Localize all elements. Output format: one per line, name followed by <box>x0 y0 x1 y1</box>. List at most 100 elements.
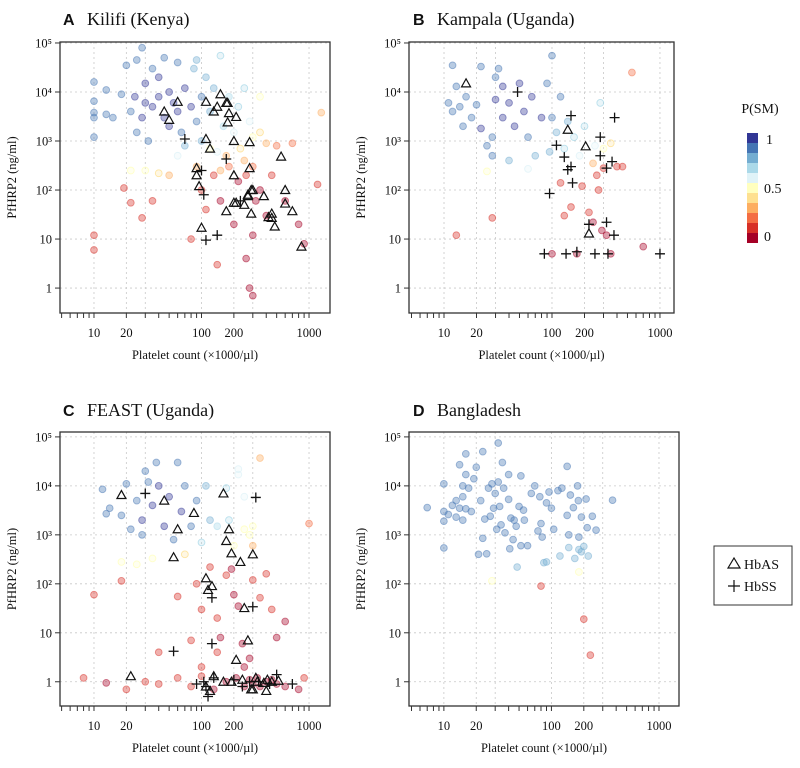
panel-d: D Bangladesh 10 20 100 200 1000 1 10 10² 10³ 10⁴ 10⁵… <box>354 400 680 755</box>
data-point <box>524 133 532 141</box>
x-tick-label: 200 <box>575 326 594 340</box>
hbss-marker <box>654 248 665 259</box>
data-point <box>455 504 464 513</box>
data-point <box>240 84 249 92</box>
data-point <box>589 159 597 168</box>
data-point <box>618 162 627 171</box>
data-point <box>505 99 513 107</box>
data-point <box>165 492 173 501</box>
data-point <box>504 495 513 504</box>
hbas-marker <box>234 556 246 567</box>
data-point <box>177 507 186 516</box>
data-point <box>556 179 565 187</box>
y-tick-label: 1 <box>395 675 401 689</box>
data-point <box>444 510 453 519</box>
data-point <box>197 92 206 101</box>
data-point <box>138 214 146 222</box>
colorbar-swatch <box>747 203 758 213</box>
x-tick-label: 1000 <box>647 326 672 340</box>
data-point <box>563 511 571 520</box>
data-point <box>440 544 448 552</box>
y-tick-label: 10 <box>389 626 402 640</box>
data-point <box>98 485 107 494</box>
data-point <box>462 92 470 101</box>
hbas-marker <box>269 220 281 231</box>
colorbar-swatch <box>747 133 758 143</box>
hbas-marker <box>562 123 574 134</box>
data-point <box>138 516 146 524</box>
data-point <box>213 260 222 269</box>
data-point <box>495 502 504 511</box>
panel-letter: B <box>413 12 425 29</box>
hbss-marker <box>601 217 612 228</box>
triangle-icon <box>726 556 742 569</box>
data-point <box>560 211 569 220</box>
hbas-marker <box>225 547 238 558</box>
data-point <box>234 602 243 610</box>
hbss-marker <box>567 177 578 188</box>
y-tick-label: 10⁴ <box>384 479 401 493</box>
hbas-marker <box>238 602 250 613</box>
data-point <box>448 61 457 70</box>
data-point <box>461 450 470 458</box>
hbas-marker <box>208 105 220 116</box>
y-tick-label: 10² <box>385 577 402 591</box>
hbas-marker <box>222 97 234 107</box>
data-point <box>169 535 178 544</box>
data-point <box>138 530 146 539</box>
data-point <box>132 56 141 64</box>
data-point <box>459 122 467 131</box>
data-point <box>230 541 238 550</box>
hbas-marker <box>168 551 180 562</box>
data-point <box>474 550 483 559</box>
data-point <box>281 617 290 626</box>
data-point <box>578 182 586 191</box>
data-point <box>510 122 519 131</box>
hbas-marker <box>158 105 170 116</box>
data-point <box>483 167 491 176</box>
hbas-marker <box>258 190 270 201</box>
data-point <box>202 205 210 214</box>
hbss-marker <box>203 691 214 702</box>
data-point <box>452 231 461 240</box>
data-point <box>549 525 558 534</box>
hbss-marker <box>559 152 570 163</box>
data-point <box>160 53 169 62</box>
hbas-marker <box>580 140 592 151</box>
plot-frame <box>408 41 675 314</box>
hbss-marker <box>206 638 217 649</box>
data-point <box>494 478 503 486</box>
data-point <box>90 78 98 86</box>
data-point <box>132 496 141 505</box>
data-point <box>160 522 169 531</box>
data-point <box>206 516 214 524</box>
data-point <box>187 235 195 243</box>
data-point <box>216 51 225 60</box>
hbas-marker <box>172 523 184 534</box>
hbas-marker <box>222 116 234 127</box>
hbss-marker <box>237 681 248 692</box>
hbss-marker <box>571 246 582 257</box>
data-point <box>225 162 233 171</box>
data-point <box>564 543 573 552</box>
hbas-marker <box>583 227 595 238</box>
data-point <box>209 84 218 92</box>
x-tick-label: 20 <box>120 326 133 340</box>
data-point <box>248 291 257 300</box>
data-point <box>491 489 500 498</box>
data-point <box>256 454 264 462</box>
hbss-marker <box>583 219 594 230</box>
data-point <box>566 491 575 499</box>
data-point <box>582 495 590 503</box>
data-point <box>606 139 615 148</box>
data-point <box>527 92 536 101</box>
data-point <box>470 474 478 483</box>
colorbar-swatch <box>747 183 758 193</box>
data-point <box>187 636 195 645</box>
panel-letter: A <box>63 12 75 29</box>
y-tick-label: 1 <box>395 282 401 296</box>
data-point <box>455 102 464 111</box>
points <box>444 51 665 259</box>
data-point <box>505 544 514 553</box>
data-point <box>245 654 254 663</box>
